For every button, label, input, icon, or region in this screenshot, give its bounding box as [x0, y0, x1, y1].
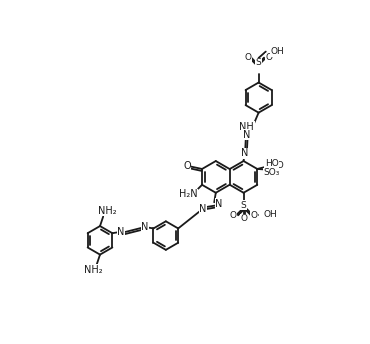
Text: N: N	[215, 199, 223, 209]
Text: H₂N: H₂N	[179, 189, 198, 199]
Text: HO: HO	[270, 161, 284, 170]
Text: O: O	[245, 53, 252, 62]
Text: NH₂: NH₂	[98, 206, 117, 216]
Text: S: S	[256, 58, 262, 67]
Text: SO₃: SO₃	[263, 169, 280, 178]
Text: O: O	[250, 211, 258, 220]
Text: O: O	[230, 211, 237, 220]
Text: O: O	[240, 214, 247, 223]
Text: S: S	[240, 201, 246, 210]
Text: HO: HO	[265, 159, 279, 168]
Text: OH: OH	[270, 47, 284, 56]
Text: NH₂: NH₂	[84, 265, 102, 275]
Text: N: N	[141, 222, 148, 232]
Text: N: N	[243, 130, 250, 140]
Text: O: O	[265, 53, 272, 62]
Text: NH: NH	[239, 122, 254, 132]
Text: O: O	[183, 161, 191, 171]
Text: N: N	[242, 148, 249, 158]
Text: N: N	[117, 227, 125, 237]
Text: OH: OH	[263, 211, 277, 219]
Text: N: N	[199, 204, 207, 214]
